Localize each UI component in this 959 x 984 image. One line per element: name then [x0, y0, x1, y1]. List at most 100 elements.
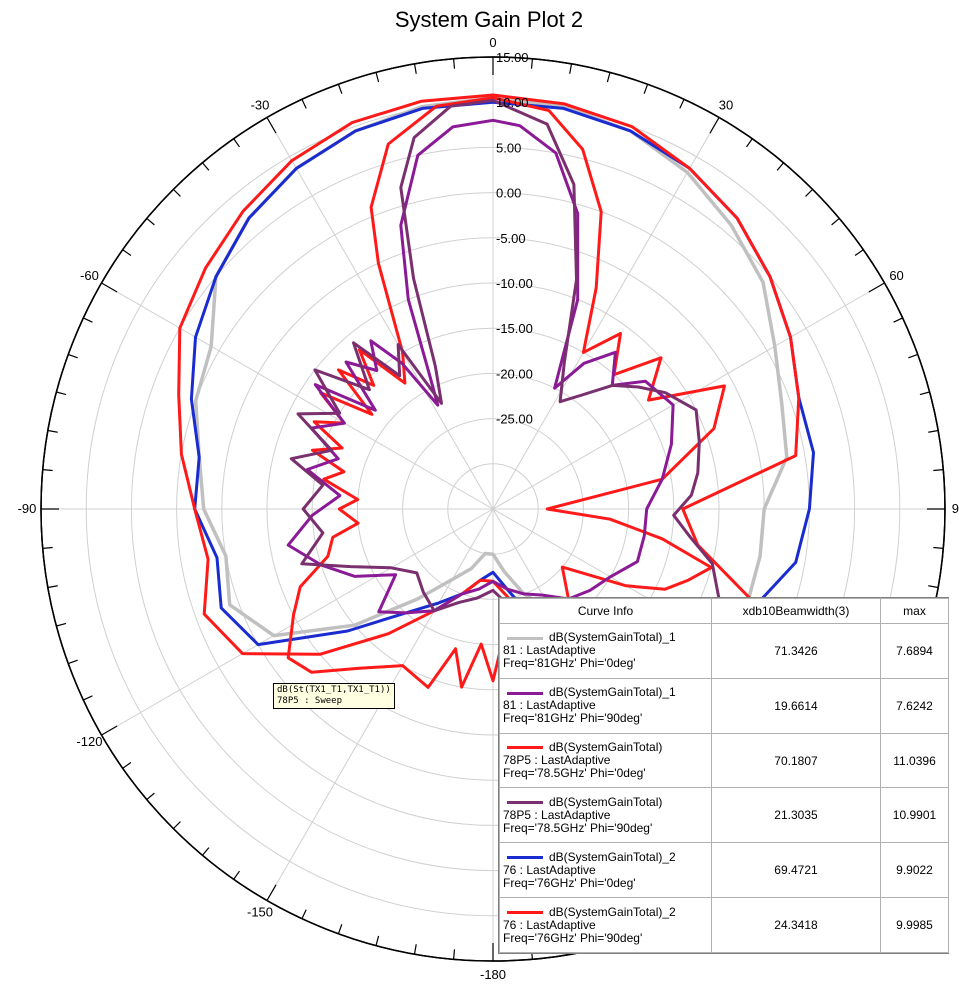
- angle-tick-mark: [805, 188, 814, 197]
- angle-tick-label: -30: [251, 97, 270, 112]
- angle-tick-mark: [908, 353, 918, 359]
- legend-beamwidth-value: 71.3426: [711, 623, 881, 679]
- legend-curve-cell: dB(SystemGainTotal)_2 76 : LastAdaptive Fr…: [499, 897, 712, 953]
- angle-tick-mark: [679, 99, 685, 109]
- legend-curve-line2: 78P5 : LastAdaptive: [503, 753, 611, 768]
- angle-tick-mark: [68, 659, 78, 665]
- legend-row[interactable]: dB(SystemGainTotal) 78P5 : LastAdaptive Fr…: [499, 732, 949, 789]
- legend-row[interactable]: dB(SystemGainTotal)_2 76 : LastAdaptive Fr…: [499, 897, 949, 953]
- angle-tick-mark: [47, 585, 58, 589]
- legend-curve-line1: dB(SystemGainTotal)_2: [549, 849, 676, 864]
- angle-tick-mark: [413, 944, 417, 955]
- angle-tick-mark: [68, 353, 78, 359]
- legend-curve-cell: dB(SystemGainTotal) 78P5 : LastAdaptive Fr…: [499, 787, 712, 844]
- legend-curve-line3: Freq='76GHz' Phi='0deg': [503, 875, 636, 890]
- radial-labels: 15.00 10.00 5.00 0.00 -5.00 -10.00 -15.00 -20.0…: [496, 50, 533, 427]
- angle-tick-mark: [919, 391, 930, 396]
- angle-tick-mark: [643, 84, 649, 94]
- angle-tick-mark: [530, 58, 533, 69]
- legend-curve-line1: dB(SystemGainTotal): [549, 740, 663, 755]
- legend-row[interactable]: dB(SystemGainTotal)_2 76 : LastAdaptive Fr…: [499, 842, 949, 899]
- angle-tick-mark: [569, 63, 573, 74]
- angle-tick-mark: [56, 391, 67, 396]
- angle-tick-mark: [42, 469, 53, 472]
- angle-tick-mark: [453, 58, 456, 69]
- legend-curve-line2: 76 : LastAdaptive: [503, 862, 596, 877]
- legend-beamwidth-value: 24.3418: [711, 897, 881, 953]
- legend-header-row: Curve Info xdb10Beamwidth(3) max: [499, 598, 949, 624]
- angle-tick-mark: [56, 622, 67, 627]
- radial-tick-label: -10.00: [496, 276, 533, 291]
- legend-curve-cell: dB(SystemGainTotal) 78P5 : LastAdaptive Fr…: [499, 732, 712, 789]
- angle-tick-label: 0: [489, 35, 496, 50]
- angle-tick-mark: [375, 935, 380, 946]
- radial-tick-label: -20.00: [496, 366, 533, 381]
- legend-curve-line3: Freq='81GHz' Phi='90deg': [503, 711, 643, 726]
- legend-swatch: [507, 636, 543, 640]
- gain-curve: [286, 96, 726, 689]
- legend-table: Curve Info xdb10Beamwidth(3) max dB(Syst…: [499, 598, 949, 953]
- angle-tick-mark: [83, 695, 93, 701]
- curve-info-legend[interactable]: Curve Info xdb10Beamwidth(3) max dB(Syst…: [498, 597, 949, 954]
- legend-beamwidth-value: 69.4721: [711, 842, 881, 899]
- angle-tick-mark: [42, 546, 53, 549]
- angle-tick-mark: [933, 546, 944, 549]
- radial-tick-label: 10.00: [496, 95, 529, 110]
- legend-max-value: 10.9901: [880, 787, 949, 844]
- legend-curve-line1: dB(SystemGainTotal)_2: [549, 904, 676, 919]
- radial-tick-label: 0.00: [496, 186, 521, 201]
- angle-tick-label: 60: [889, 268, 903, 283]
- legend-beamwidth-value: 19.6614: [711, 677, 881, 734]
- legend-curve-line2: 81 : LastAdaptive: [503, 643, 596, 658]
- angle-tick-mark: [301, 909, 307, 919]
- grid-spoke: [101, 508, 494, 736]
- angle-tick-mark: [606, 72, 611, 83]
- angle-tick-mark: [868, 282, 885, 293]
- angle-tick-label: -60: [80, 268, 99, 283]
- angle-tick-mark: [202, 847, 210, 856]
- angle-tick-mark: [831, 218, 840, 226]
- legend-header-beamwidth: xdb10Beamwidth(3): [711, 598, 881, 624]
- angle-tick-mark: [172, 188, 181, 197]
- angle-tick-mark: [202, 162, 210, 171]
- legend-curve-line3: Freq='78.5GHz' Phi='0deg': [503, 766, 646, 781]
- angle-tick-label: -150: [247, 905, 273, 920]
- angle-tick-mark: [709, 117, 720, 134]
- chart-title: System Gain Plot 2: [395, 7, 583, 32]
- legend-curve-line2: 81 : LastAdaptive: [503, 698, 596, 713]
- polar-grid: [40, 56, 946, 962]
- angle-tick-mark: [101, 725, 118, 736]
- legend-curve-cell: dB(SystemGainTotal)_2 76 : LastAdaptive Fr…: [499, 842, 712, 899]
- gain-curves: [177, 93, 815, 691]
- legend-header-curve-info: Curve Info: [499, 598, 712, 624]
- gain-curve: [193, 95, 789, 642]
- legend-row[interactable]: dB(SystemGainTotal) 78P5 : LastAdaptive Fr…: [499, 787, 949, 844]
- legend-max-value: 11.0396: [880, 732, 949, 789]
- angle-tick-mark: [146, 792, 155, 800]
- grid-spoke: [492, 117, 720, 510]
- angle-tick-mark: [746, 138, 753, 148]
- legend-row[interactable]: dB(SystemGainTotal)_1 81 : LastAdaptive Fr…: [499, 623, 949, 679]
- angle-tick-mark: [301, 99, 307, 109]
- grid-spoke: [492, 282, 885, 510]
- legend-curve-line3: Freq='78.5GHz' Phi='90deg': [503, 820, 653, 835]
- angle-tick-label: 30: [719, 97, 733, 112]
- angle-tick-mark: [83, 317, 93, 323]
- tooltip-line-1: dB(St(TX1_T1,TX1_T1)): [277, 685, 391, 695]
- legend-max-value: 9.9022: [880, 842, 949, 899]
- radial-tick-label: -5.00: [496, 231, 526, 246]
- legend-max-value: 7.6894: [880, 623, 949, 679]
- angle-tick-mark: [122, 249, 132, 256]
- legend-curve-line3: Freq='76GHz' Phi='90deg': [503, 930, 643, 945]
- radial-tick-label: 5.00: [496, 140, 521, 155]
- legend-beamwidth-value: 70.1807: [711, 732, 881, 789]
- tooltip-line-2: 78P5 : Sweep: [277, 696, 343, 706]
- legend-row[interactable]: dB(SystemGainTotal)_1 81 : LastAdaptive Fr…: [499, 677, 949, 734]
- angle-tick-mark: [453, 949, 456, 960]
- angle-tick-mark: [337, 924, 343, 934]
- angle-tick-mark: [776, 162, 784, 171]
- legend-swatch: [507, 856, 543, 860]
- angle-tick-mark: [413, 63, 417, 74]
- legend-header-max: max: [880, 598, 949, 624]
- legend-curve-line3: Freq='81GHz' Phi='0deg': [503, 656, 636, 671]
